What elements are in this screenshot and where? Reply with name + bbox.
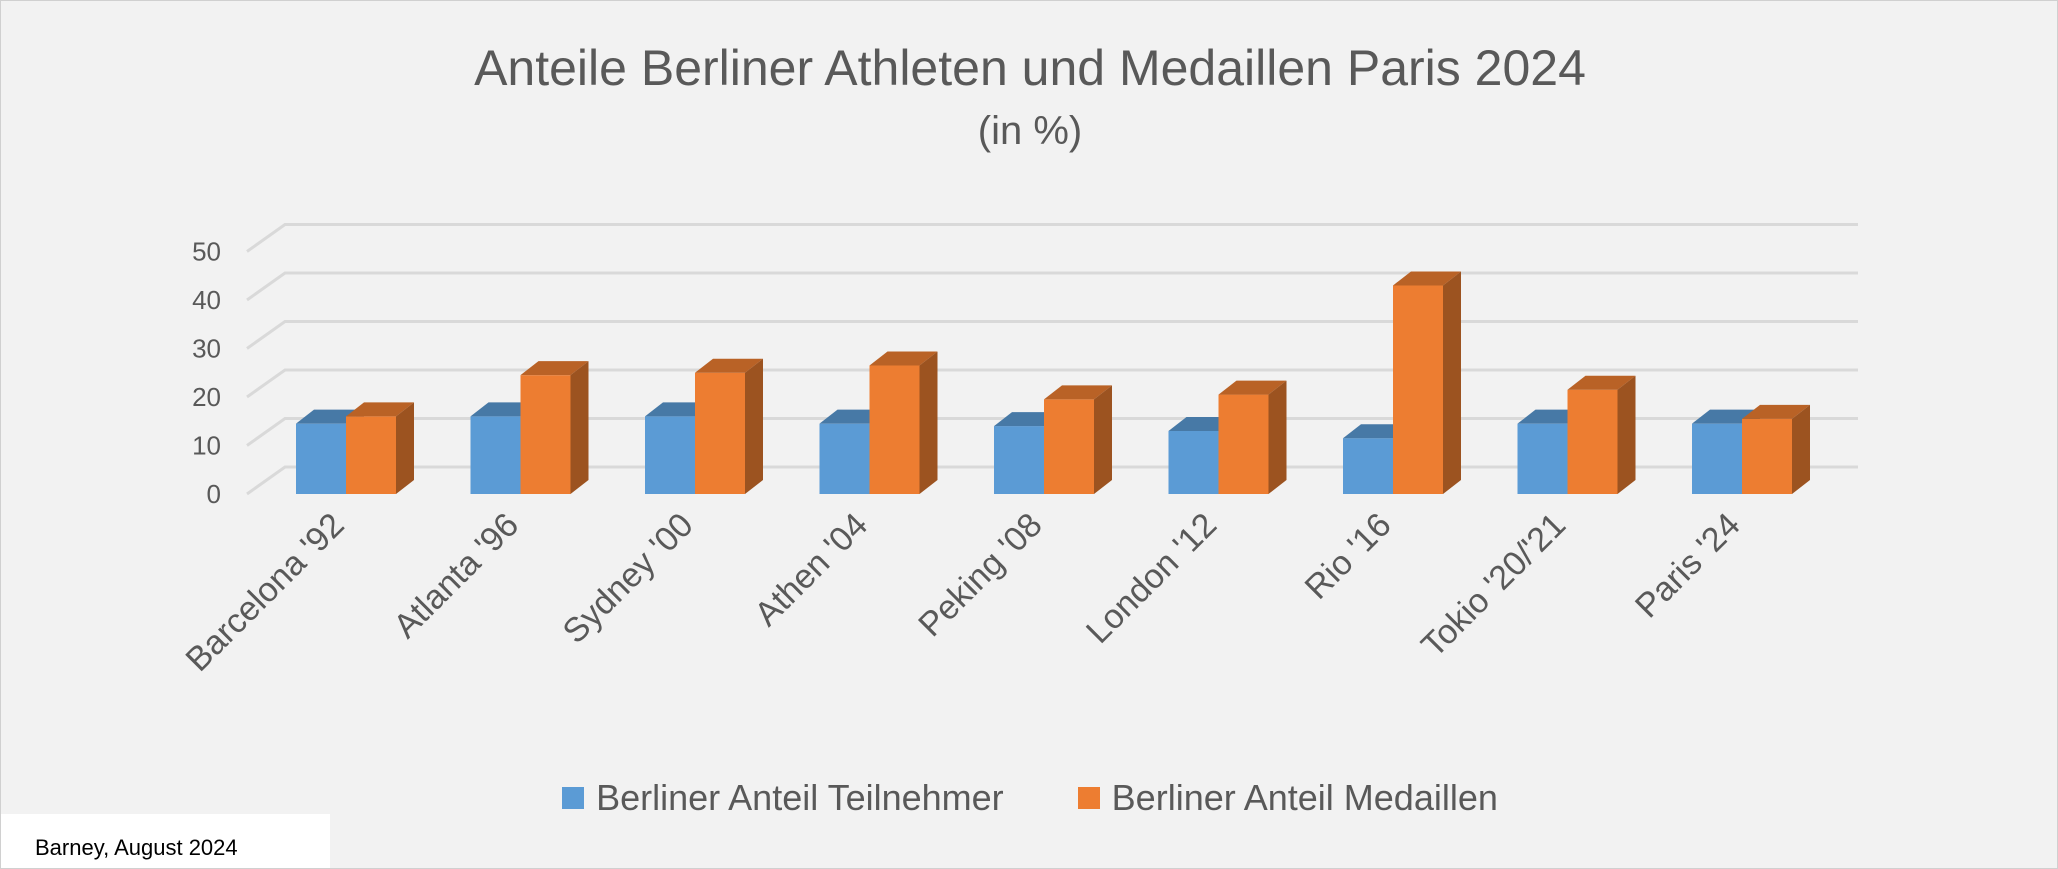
bar-medaillen-top [1044,385,1112,400]
bar-medaillen-front [695,372,745,494]
bar-medaillen-top [346,402,414,417]
bar-teilnehmer-front [296,423,346,494]
gridline [246,320,1858,350]
bar-medaillen-top [1567,375,1636,390]
x-tick-label: Tokio '20/'21 [1414,506,1573,665]
legend: Berliner Anteil Teilnehmer Berliner Ante… [1,777,2057,819]
legend-label-medaillen: Berliner Anteil Medaillen [1111,777,1498,818]
chart-subtitle: (in %) [977,109,1083,153]
bar-medaillen-side [396,402,414,494]
bar-teilnehmer-front [470,416,521,494]
y-tick-label: 40 [192,285,221,315]
bar-medaillen-top [695,358,763,373]
y-tick-label: 10 [192,431,221,461]
x-tick-label: Rio '16 [1298,506,1399,607]
x-tick-label: Peking '08 [911,506,1049,644]
bar-medaillen-front [1742,418,1792,494]
y-tick-label: 50 [192,237,221,267]
x-tick-label: Sydney '00 [556,506,701,651]
bar-medaillen-side [1443,271,1461,494]
bar-medaillen-top [1742,404,1810,419]
bar-medaillen-top [520,361,589,376]
bar-medaillen-side [745,358,763,494]
bar-teilnehmer-front [1517,423,1568,494]
bar-medaillen-front [1218,394,1269,494]
bar-medaillen-front [869,365,920,494]
bar-teilnehmer-front [1692,423,1742,494]
gridline [246,417,1858,447]
bar-teilnehmer-front [1168,430,1219,494]
bar-medaillen-top [1393,271,1461,286]
legend-item-teilnehmer: Berliner Anteil Teilnehmer [562,777,1004,819]
bar-teilnehmer-front [994,426,1044,494]
bar-medaillen-side [570,361,589,494]
x-tick-label: Athen '04 [747,506,875,634]
bar-medaillen-side [1617,375,1636,494]
legend-label-teilnehmer: Berliner Anteil Teilnehmer [596,777,1004,818]
bar-medaillen-front [1044,399,1094,494]
x-tick-label: London '12 [1079,506,1224,651]
gridline [246,271,1858,302]
chart-title: Anteile Berliner Athleten und Medaillen … [474,40,1586,96]
bar-teilnehmer-front [819,423,870,494]
y-tick-label: 0 [207,479,221,509]
bar-medaillen-side [1094,385,1112,494]
legend-swatch-medaillen [1077,787,1100,809]
bar-medaillen-side [919,351,938,494]
gridline [246,368,1858,399]
legend-swatch-teilnehmer [562,787,585,809]
x-tick-label: Atlanta '96 [386,506,526,646]
x-tick-label: Paris '24 [1628,506,1748,626]
bar-medaillen-front [346,416,396,494]
bar-medaillen-side [1792,404,1810,494]
bar-medaillen-side [1268,380,1287,494]
bar-medaillen-top [1218,380,1287,395]
gridline [246,223,1858,253]
gridline [246,465,1858,496]
bar-medaillen-front [520,375,571,494]
bar-teilnehmer-front [645,416,695,494]
y-tick-label: 20 [192,382,221,412]
bar-medaillen-front [1393,285,1443,494]
bar-medaillen-front [1567,389,1618,494]
bar-medaillen-top [869,351,938,366]
credit-label: Barney, August 2024 [1,814,330,868]
x-tick-label: Barcelona '92 [179,506,352,679]
y-tick-label: 30 [192,334,221,364]
bar-teilnehmer-front [1343,438,1393,494]
legend-item-medaillen: Berliner Anteil Medaillen [1077,777,1498,819]
